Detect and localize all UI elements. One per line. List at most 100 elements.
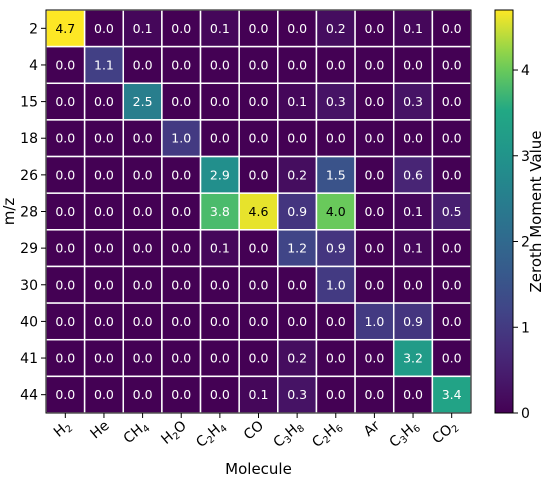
cell-value-label: 4.7 — [55, 21, 75, 36]
x-tick-label: CH4 — [121, 418, 152, 448]
cell-value-label: 0.0 — [171, 241, 191, 256]
colorbar-tick-label: 0 — [521, 406, 530, 422]
cell-value-label: 0.1 — [133, 21, 153, 36]
cell-value-label: 0.0 — [249, 131, 269, 146]
heatmap-cell — [161, 192, 202, 231]
heatmap-cell — [354, 229, 395, 268]
heatmap-cell-labels: 4.7 0.0 0.1 0.0 0.1 0.0 0.0 0.2 0.0 0.1 0.0 0.0 1.1 0… — [55, 21, 461, 402]
heatmap-cell — [392, 155, 434, 194]
cell-value-label: 0.5 — [442, 204, 462, 219]
cell-value-label: 0.0 — [171, 94, 191, 109]
heatmap-cell — [238, 375, 279, 414]
cell-value-label: 0.0 — [403, 277, 423, 292]
cell-value-label: 0.0 — [55, 314, 75, 329]
cell-value-label: 0.0 — [55, 204, 75, 219]
cell-value-label: 0.0 — [287, 57, 307, 72]
cell-value-label: 0.3 — [326, 94, 346, 109]
cell-value-label: 0.0 — [133, 241, 153, 256]
heatmap-cell — [431, 302, 472, 341]
y-axis-label: m/z — [0, 198, 18, 226]
heatmap-cell — [392, 265, 434, 304]
cell-value-label: 0.0 — [133, 314, 153, 329]
heatmap-cell — [83, 265, 125, 304]
heatmap-cell — [431, 265, 472, 304]
cell-value-label: 0.0 — [442, 351, 462, 366]
cell-value-label: 0.0 — [326, 314, 346, 329]
cell-value-label: 0.0 — [94, 167, 114, 182]
x-axis-label: Molecule — [225, 460, 292, 478]
heatmap-cell — [238, 155, 279, 194]
cell-value-label: 0.0 — [210, 94, 230, 109]
heatmap-cell — [199, 338, 240, 378]
cell-value-label: 0.2 — [326, 21, 346, 36]
cell-value-label: 0.0 — [55, 387, 75, 402]
x-tick-label: He — [88, 418, 113, 443]
cell-value-label: 0.0 — [55, 94, 75, 109]
cell-value-label: 0.0 — [326, 131, 346, 146]
heatmap-cell — [238, 45, 279, 85]
cell-value-label: 2.9 — [210, 167, 230, 182]
cell-value-label: 0.0 — [364, 204, 384, 219]
colorbar-ticks: 0 1 2 3 4 — [513, 63, 530, 422]
cell-value-label: 0.0 — [326, 57, 346, 72]
cell-value-label: 0.1 — [249, 387, 269, 402]
heatmap-cell — [431, 45, 472, 85]
heatmap-cell — [122, 302, 163, 341]
heatmap-cell — [277, 82, 318, 121]
cell-value-label: 0.0 — [442, 167, 462, 182]
heatmap-cell — [354, 82, 395, 121]
y-tick-label: 4 — [29, 58, 38, 74]
cell-value-label: 0.0 — [403, 57, 423, 72]
x-tick-label: CO2 — [429, 418, 461, 449]
heatmap-cell — [431, 229, 472, 268]
cell-value-label: 0.0 — [249, 351, 269, 366]
cell-value-label: 1.0 — [364, 314, 384, 329]
cell-value-label: 0.0 — [326, 351, 346, 366]
cell-value-label: 2.5 — [133, 94, 153, 109]
colorbar — [494, 9, 514, 414]
heatmap-cell — [315, 45, 356, 85]
y-tick-label: 15 — [20, 95, 38, 111]
heatmap-cell — [199, 375, 240, 414]
heatmap-cell — [392, 9, 434, 48]
cell-value-label: 0.0 — [133, 131, 153, 146]
cell-value-label: 0.0 — [287, 277, 307, 292]
cell-value-label: 0.0 — [442, 57, 462, 72]
cell-value-label: 0.0 — [133, 277, 153, 292]
cell-value-label: 0.0 — [133, 57, 153, 72]
x-tick-label: Ar — [361, 418, 383, 440]
cell-value-label: 0.0 — [364, 57, 384, 72]
cell-value-label: 0.1 — [403, 241, 423, 256]
cell-value-label: 1.1 — [94, 57, 114, 72]
y-axis-ticks: 2 4 15 18 26 28 29 30 40 41 44 — [20, 21, 46, 404]
cell-value-label: 0.0 — [94, 277, 114, 292]
cell-value-label: 0.1 — [210, 241, 230, 256]
heatmap-cell — [161, 119, 202, 158]
heatmap-cell — [315, 9, 356, 48]
cell-value-label: 1.0 — [171, 131, 191, 146]
y-tick-label: 44 — [20, 388, 38, 404]
cell-value-label: 0.0 — [442, 94, 462, 109]
heatmap-cell — [354, 302, 395, 341]
cell-value-label: 1.5 — [326, 167, 346, 182]
heatmap-cell — [431, 192, 472, 231]
cell-value-label: 0.0 — [249, 277, 269, 292]
heatmap-cell — [431, 338, 472, 378]
heatmap-cell — [199, 265, 240, 304]
heatmap-cell — [238, 192, 279, 231]
cell-value-label: 0.0 — [364, 131, 384, 146]
x-tick-label: C2H6 — [309, 418, 345, 452]
y-tick-label: 2 — [29, 21, 38, 37]
cell-value-label: 1.2 — [287, 241, 307, 256]
cell-value-label: 0.0 — [133, 204, 153, 219]
cell-value-label: 0.0 — [442, 314, 462, 329]
cell-value-label: 0.0 — [94, 131, 114, 146]
cell-value-label: 0.0 — [364, 94, 384, 109]
y-tick-label: 40 — [20, 314, 38, 330]
cell-value-label: 0.0 — [249, 21, 269, 36]
heatmap-cell — [277, 302, 318, 341]
cell-value-label: 0.0 — [442, 241, 462, 256]
x-tick-label: C3H8 — [271, 418, 307, 452]
